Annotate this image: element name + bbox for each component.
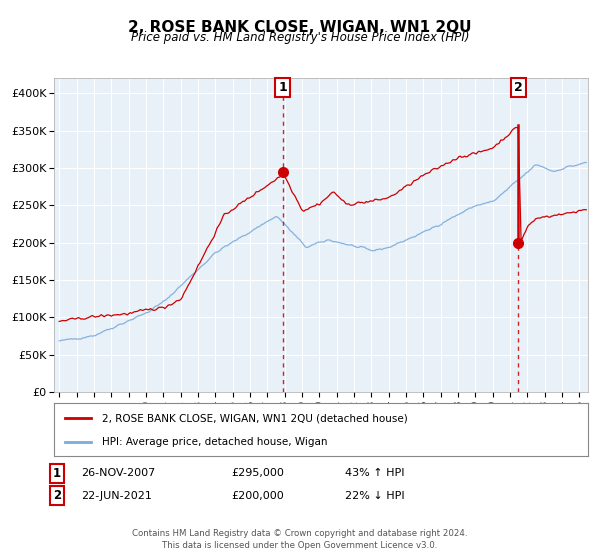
Text: 2: 2 [53,489,61,502]
Text: £200,000: £200,000 [231,491,284,501]
Text: 26-NOV-2007: 26-NOV-2007 [81,468,155,478]
Text: 1: 1 [278,81,287,94]
Text: 2, ROSE BANK CLOSE, WIGAN, WN1 2QU (detached house): 2, ROSE BANK CLOSE, WIGAN, WN1 2QU (deta… [102,413,408,423]
Text: 1: 1 [53,466,61,480]
Text: 22-JUN-2021: 22-JUN-2021 [81,491,152,501]
Text: £295,000: £295,000 [231,468,284,478]
Text: 2, ROSE BANK CLOSE, WIGAN, WN1 2QU: 2, ROSE BANK CLOSE, WIGAN, WN1 2QU [128,20,472,35]
Text: 43% ↑ HPI: 43% ↑ HPI [345,468,404,478]
Text: HPI: Average price, detached house, Wigan: HPI: Average price, detached house, Wiga… [102,436,328,446]
Text: This data is licensed under the Open Government Licence v3.0.: This data is licensed under the Open Gov… [163,542,437,550]
Text: Contains HM Land Registry data © Crown copyright and database right 2024.: Contains HM Land Registry data © Crown c… [132,529,468,538]
Text: 22% ↓ HPI: 22% ↓ HPI [345,491,404,501]
Text: Price paid vs. HM Land Registry's House Price Index (HPI): Price paid vs. HM Land Registry's House … [131,31,469,44]
Text: 2: 2 [514,81,523,94]
